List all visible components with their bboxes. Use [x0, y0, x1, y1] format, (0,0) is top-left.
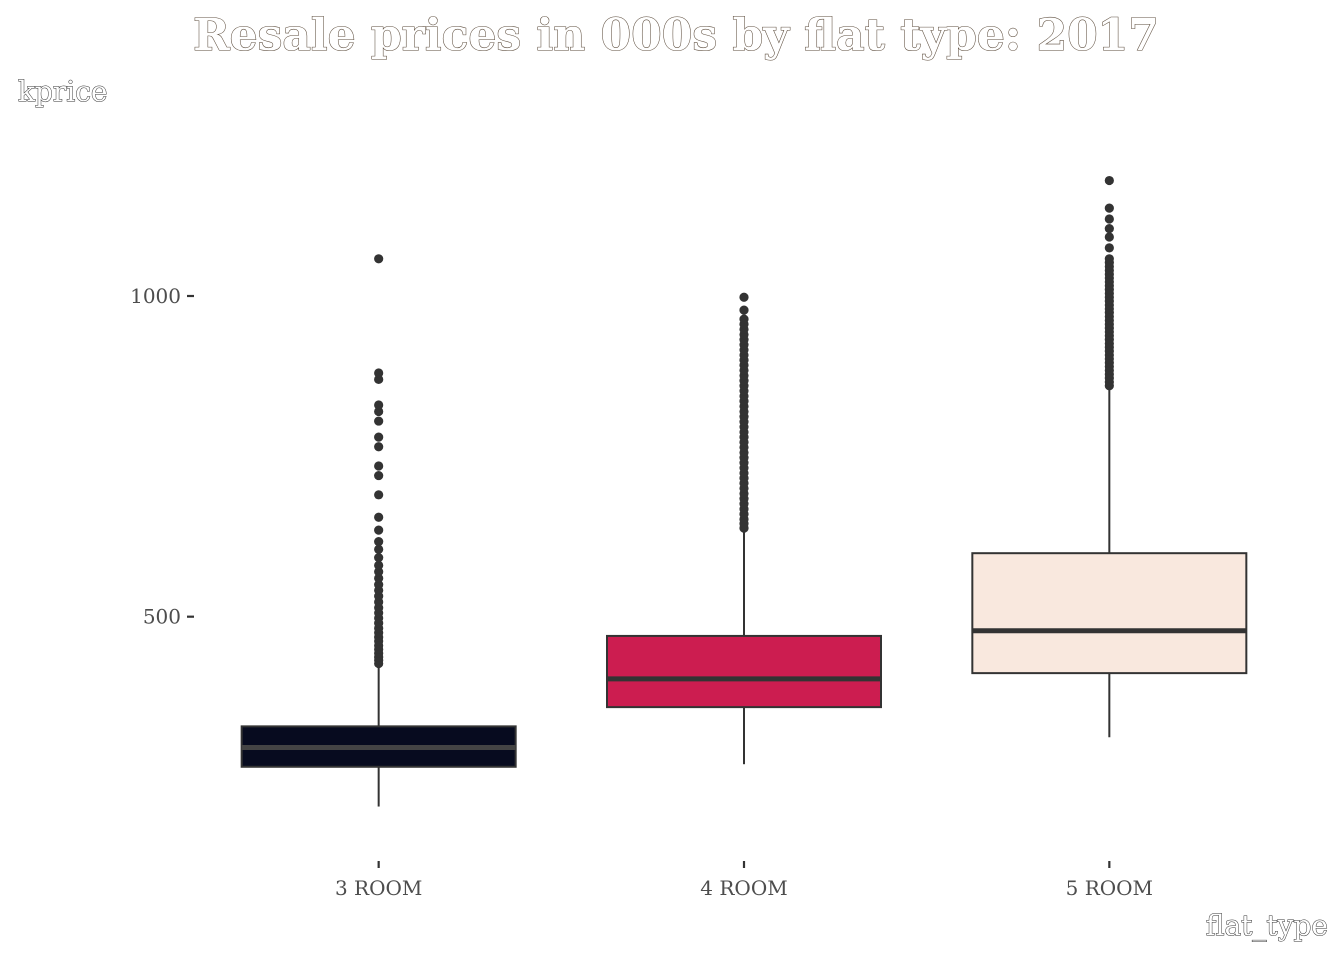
- box-body: [606, 634, 882, 709]
- outlier-point: [1104, 175, 1114, 186]
- box-body: [971, 552, 1248, 675]
- outlier-point: [374, 442, 384, 452]
- outlier-point: [739, 292, 749, 302]
- outlier-point: [374, 560, 384, 570]
- outlier-point: [374, 416, 384, 426]
- y-tick-label: 1000: [130, 284, 181, 308]
- outlier-point: [374, 544, 384, 554]
- y-tick-label: 500: [143, 605, 181, 629]
- outlier-point: [374, 580, 384, 590]
- box-4-room: [606, 292, 882, 765]
- outlier-point: [1104, 243, 1114, 253]
- outlier-point: [374, 400, 384, 410]
- outlier-point: [374, 461, 384, 471]
- outlier-point: [374, 432, 384, 442]
- outlier-point: [374, 512, 384, 522]
- outlier-point: [374, 490, 384, 500]
- chart-title: Resale prices in 000s by flat type: 2017: [193, 10, 1159, 61]
- outlier-point: [374, 254, 384, 264]
- outlier-point: [374, 573, 384, 583]
- outlier-point: [739, 314, 749, 324]
- outlier-point: [739, 305, 749, 315]
- outlier-point: [374, 470, 384, 481]
- outlier-point: [374, 368, 384, 378]
- outlier-point: [1104, 203, 1114, 213]
- outlier-point: [1104, 214, 1114, 224]
- outlier-point: [1104, 232, 1114, 242]
- x-axis: 3 ROOM 4 ROOM 5 ROOM: [335, 861, 1153, 900]
- outlier-point: [1104, 224, 1114, 234]
- y-axis: 500 1000: [130, 284, 194, 629]
- outlier-point: [374, 374, 384, 384]
- outlier-point: [1104, 254, 1114, 264]
- outlier-point: [374, 553, 384, 563]
- outlier-point: [374, 537, 384, 547]
- y-axis-title: kprice: [18, 75, 107, 108]
- x-tick-label: 5 ROOM: [1066, 876, 1153, 900]
- box-3-room: [240, 254, 517, 807]
- x-axis-title: flat_type: [1206, 909, 1328, 942]
- outlier-point: [374, 525, 384, 535]
- plot-area: [240, 175, 1248, 807]
- outlier-point: [374, 567, 384, 577]
- box-5-room: [971, 175, 1248, 738]
- outlier-point: [374, 406, 384, 417]
- x-tick-label: 4 ROOM: [700, 876, 787, 900]
- x-tick-label: 3 ROOM: [335, 876, 422, 900]
